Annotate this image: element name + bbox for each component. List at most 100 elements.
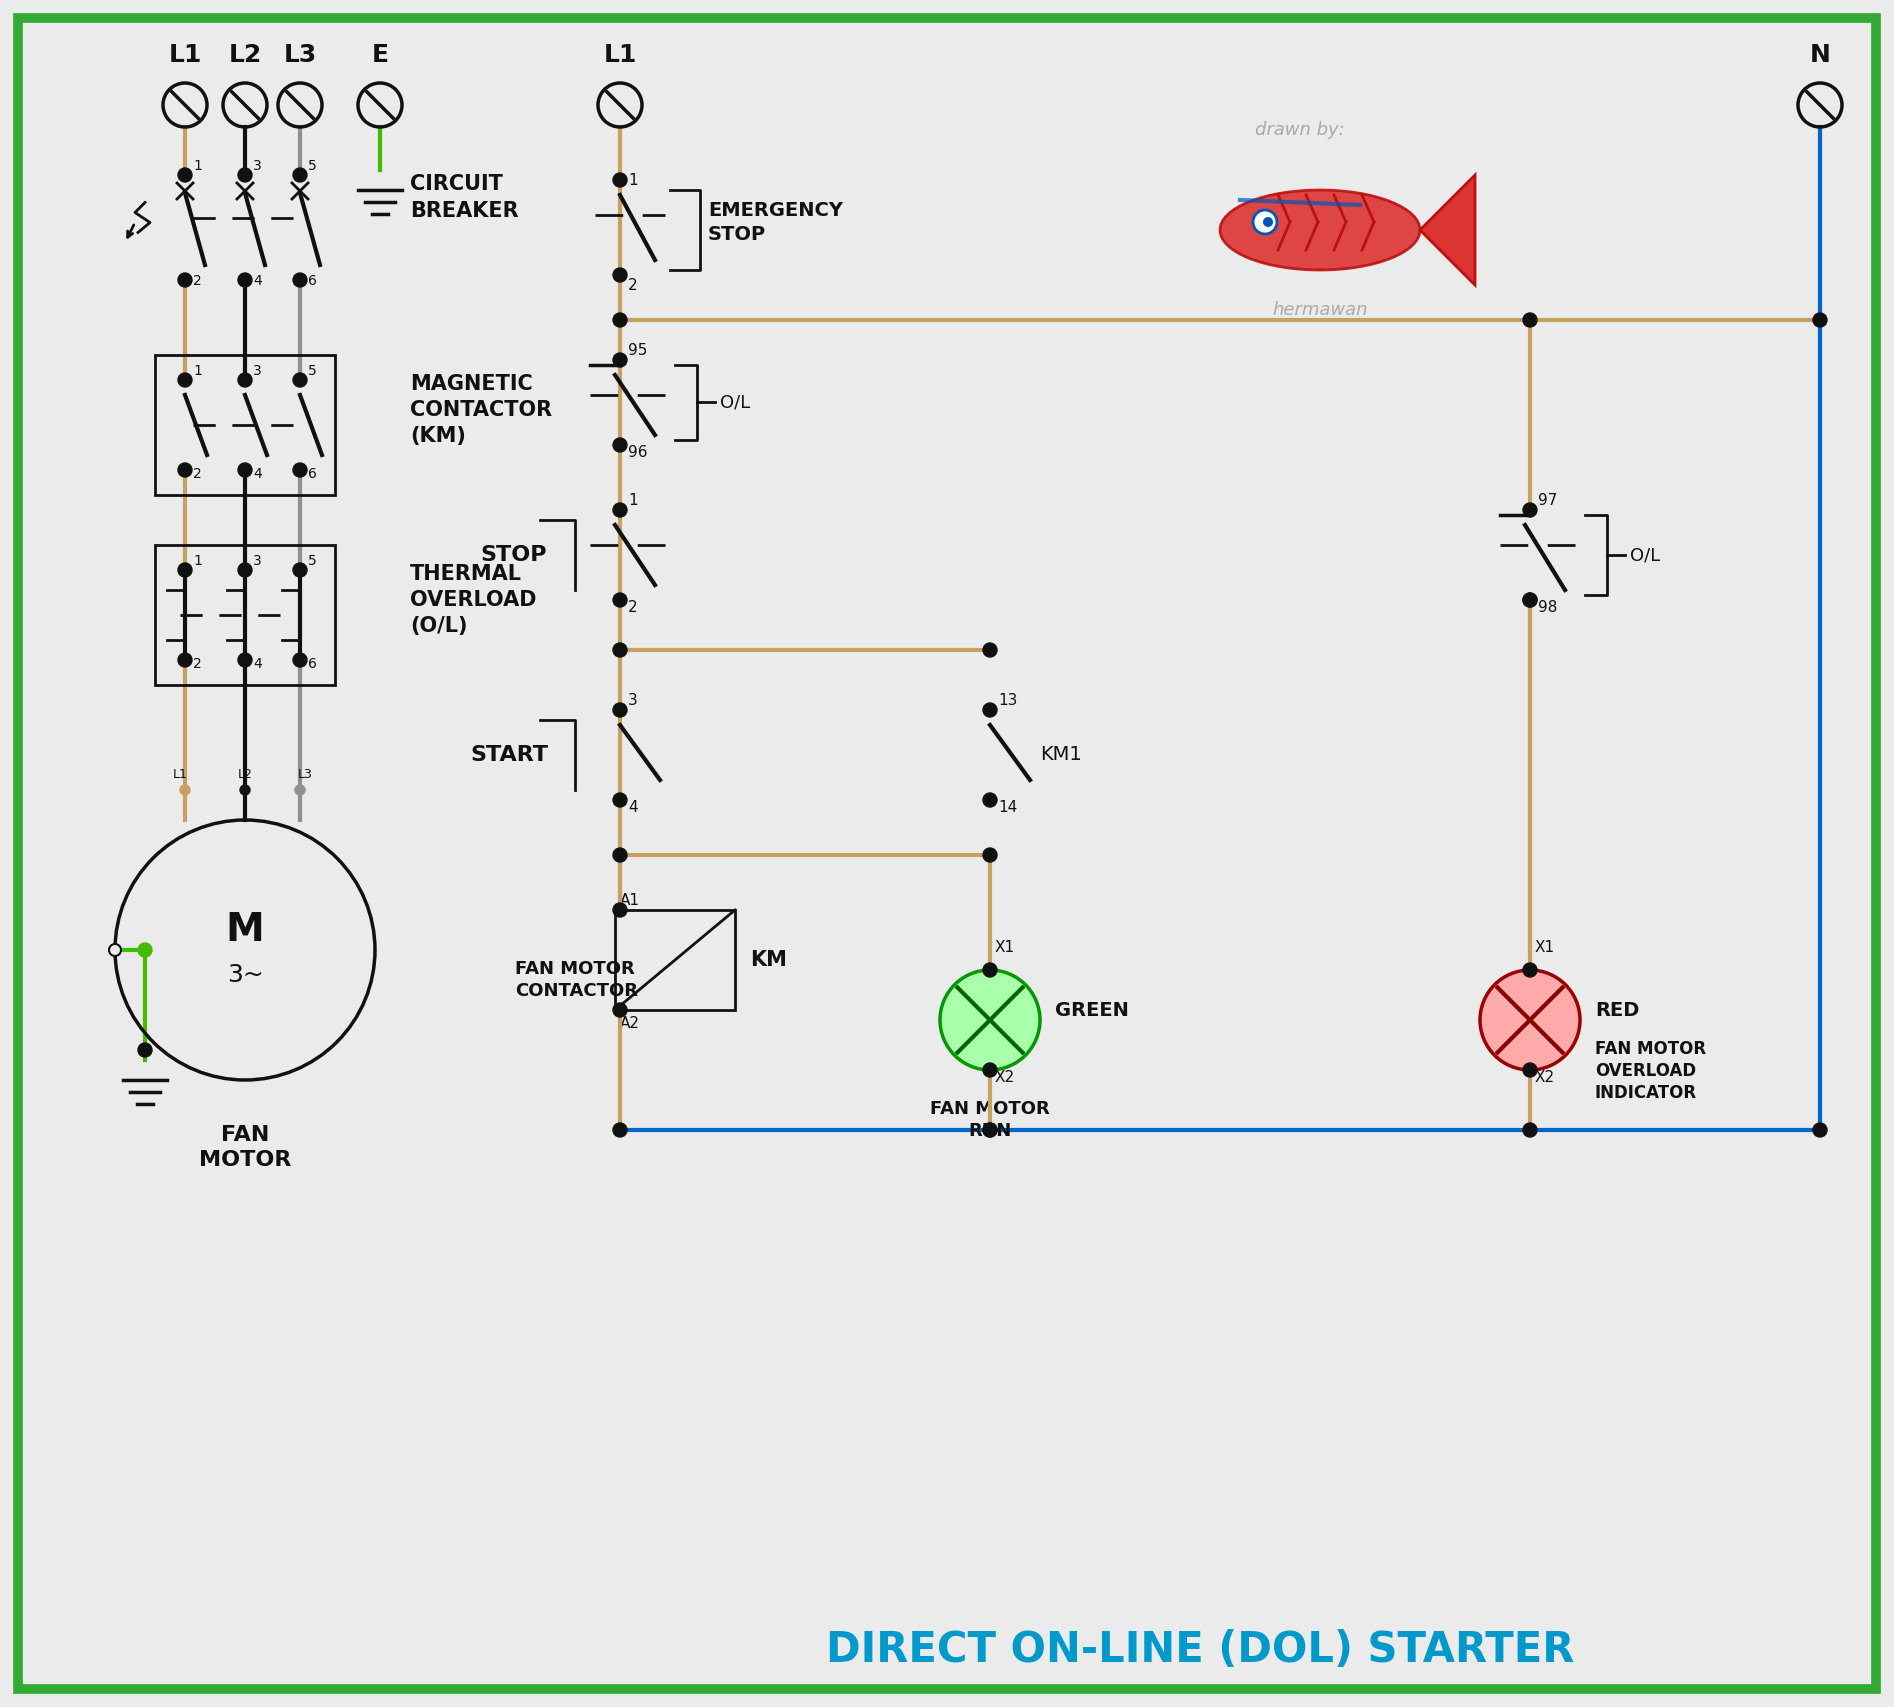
Circle shape [983, 1063, 996, 1077]
Circle shape [241, 785, 250, 795]
Text: L2: L2 [229, 43, 261, 67]
Circle shape [1523, 504, 1538, 517]
Text: 4: 4 [254, 468, 261, 481]
Text: O/L: O/L [720, 394, 750, 411]
Text: DIRECT ON-LINE (DOL) STARTER: DIRECT ON-LINE (DOL) STARTER [826, 1628, 1574, 1671]
Circle shape [178, 374, 191, 387]
Text: 3: 3 [254, 159, 261, 172]
Text: 1: 1 [193, 159, 203, 172]
Circle shape [295, 785, 305, 795]
Text: 1: 1 [193, 364, 203, 377]
Text: 5: 5 [309, 364, 316, 377]
Text: L2: L2 [237, 768, 252, 782]
Circle shape [983, 703, 996, 717]
Circle shape [178, 273, 191, 287]
Circle shape [239, 463, 252, 476]
Text: 13: 13 [998, 693, 1017, 708]
Circle shape [1813, 312, 1828, 328]
Text: L3: L3 [284, 43, 316, 67]
Text: 3~: 3~ [227, 963, 263, 987]
Ellipse shape [1220, 189, 1420, 270]
Text: 2: 2 [193, 275, 203, 288]
Text: FAN
MOTOR: FAN MOTOR [199, 1125, 292, 1169]
Circle shape [1813, 1123, 1828, 1137]
Circle shape [614, 703, 627, 717]
Text: FAN MOTOR
RUN: FAN MOTOR RUN [930, 1099, 1049, 1140]
Circle shape [1523, 592, 1538, 608]
Text: 97: 97 [1538, 493, 1557, 509]
Circle shape [294, 654, 307, 667]
Text: 6: 6 [309, 657, 316, 671]
Text: FAN MOTOR
CONTACTOR: FAN MOTOR CONTACTOR [515, 959, 638, 1000]
Text: 95: 95 [629, 343, 648, 358]
Text: 14: 14 [998, 801, 1017, 814]
Text: GREEN: GREEN [1055, 1000, 1129, 1019]
Text: A1: A1 [619, 893, 640, 908]
Text: M: M [225, 912, 265, 949]
Text: CIRCUIT
BREAKER: CIRCUIT BREAKER [409, 174, 519, 220]
Text: A2: A2 [619, 1016, 640, 1031]
Text: 2: 2 [629, 599, 638, 615]
Bar [155, 355, 335, 495]
Circle shape [614, 1123, 627, 1137]
Circle shape [983, 1123, 996, 1137]
Text: 6: 6 [309, 275, 316, 288]
Circle shape [1479, 970, 1580, 1070]
Circle shape [1523, 1063, 1538, 1077]
Text: 5: 5 [309, 555, 316, 568]
Text: 1: 1 [193, 555, 203, 568]
Text: X1: X1 [994, 941, 1015, 954]
Circle shape [1263, 217, 1273, 227]
Circle shape [110, 944, 121, 956]
Text: KM1: KM1 [1040, 746, 1081, 765]
Text: N: N [1809, 43, 1830, 67]
Circle shape [138, 942, 152, 958]
Text: 2: 2 [629, 278, 638, 294]
Circle shape [1523, 963, 1538, 976]
Circle shape [614, 172, 627, 188]
Circle shape [138, 1043, 152, 1057]
Circle shape [1254, 210, 1277, 234]
Text: 4: 4 [254, 275, 261, 288]
Text: 1: 1 [629, 172, 638, 188]
Text: 4: 4 [629, 801, 638, 814]
Text: KM: KM [750, 951, 786, 970]
Circle shape [614, 1004, 627, 1017]
Text: RED: RED [1595, 1000, 1640, 1019]
Circle shape [294, 273, 307, 287]
Text: EMERGENCY
STOP: EMERGENCY STOP [708, 200, 843, 244]
Text: 2: 2 [193, 468, 203, 481]
Text: STOP: STOP [479, 545, 547, 565]
Text: 3: 3 [254, 555, 261, 568]
Circle shape [614, 644, 627, 657]
Text: X1: X1 [1534, 941, 1555, 954]
Circle shape [614, 439, 627, 452]
Circle shape [614, 592, 627, 608]
Circle shape [1523, 592, 1538, 608]
Text: O/L: O/L [1631, 546, 1661, 563]
Text: 2: 2 [193, 657, 203, 671]
Circle shape [239, 374, 252, 387]
Circle shape [294, 374, 307, 387]
Text: THERMAL
OVERLOAD
(O/L): THERMAL OVERLOAD (O/L) [409, 563, 536, 637]
Text: X2: X2 [994, 1070, 1015, 1086]
Circle shape [983, 644, 996, 657]
Circle shape [178, 463, 191, 476]
Text: L3: L3 [297, 768, 313, 782]
Text: 98: 98 [1538, 599, 1557, 615]
Text: 3: 3 [254, 364, 261, 377]
Text: START: START [470, 744, 547, 765]
Text: L1: L1 [169, 43, 201, 67]
Text: L1: L1 [604, 43, 636, 67]
Text: hermawan: hermawan [1273, 300, 1367, 319]
Text: 5: 5 [309, 159, 316, 172]
Circle shape [614, 903, 627, 917]
Circle shape [614, 504, 627, 517]
Text: 4: 4 [254, 657, 261, 671]
Circle shape [239, 273, 252, 287]
Bar [155, 545, 335, 685]
Circle shape [983, 1123, 996, 1137]
Text: MAGNETIC
CONTACTOR
(KM): MAGNETIC CONTACTOR (KM) [409, 374, 553, 447]
Circle shape [294, 463, 307, 476]
Circle shape [1523, 312, 1538, 328]
